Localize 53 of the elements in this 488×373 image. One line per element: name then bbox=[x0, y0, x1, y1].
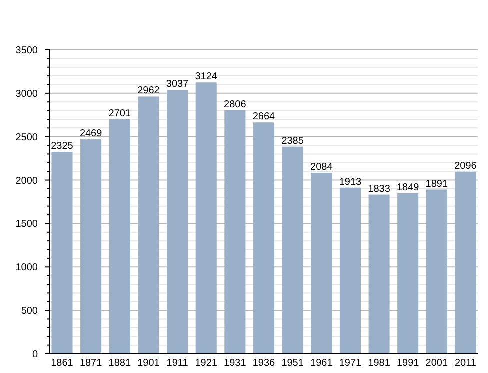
y-tick-label: 3000 bbox=[16, 88, 38, 100]
x-tick-label: 1861 bbox=[51, 358, 74, 369]
bar bbox=[253, 122, 275, 354]
x-tick-label: 1961 bbox=[310, 358, 334, 369]
x-tick-label: 1981 bbox=[368, 358, 391, 369]
bar bbox=[196, 82, 217, 354]
x-tick-label: 1911 bbox=[166, 358, 189, 369]
data-label: 2096 bbox=[454, 160, 478, 172]
x-tick-label: 1871 bbox=[80, 358, 103, 369]
data-label: 1891 bbox=[426, 178, 448, 190]
bar bbox=[109, 119, 130, 354]
data-label: 2469 bbox=[80, 128, 103, 140]
x-tick-label: 1921 bbox=[195, 358, 218, 369]
bar bbox=[282, 146, 304, 354]
data-label: 2664 bbox=[252, 112, 276, 123]
bar bbox=[224, 110, 246, 354]
x-tick-label: 1931 bbox=[224, 358, 247, 369]
data-label: 3124 bbox=[195, 72, 218, 83]
bar bbox=[340, 188, 361, 354]
bar bbox=[311, 172, 332, 354]
bar bbox=[398, 193, 419, 354]
bar bbox=[426, 190, 448, 354]
data-label: 2084 bbox=[310, 162, 334, 173]
x-tick-label: 1901 bbox=[138, 358, 160, 369]
data-label: 3037 bbox=[166, 79, 190, 90]
data-label: 2962 bbox=[138, 86, 160, 97]
bar bbox=[52, 152, 73, 354]
x-tick-label: 1951 bbox=[282, 358, 304, 369]
data-label: 2701 bbox=[108, 108, 132, 120]
y-tick-label: 1500 bbox=[16, 219, 38, 230]
bar bbox=[167, 90, 188, 354]
x-tick-label: 1936 bbox=[252, 358, 276, 369]
data-label: 2385 bbox=[282, 136, 304, 147]
bar bbox=[368, 194, 390, 354]
x-tick-label: 2001 bbox=[426, 358, 448, 369]
data-label: 1833 bbox=[368, 184, 391, 195]
data-label: 2806 bbox=[224, 99, 247, 110]
y-tick-label: 0 bbox=[32, 350, 38, 360]
x-tick-label: 2011 bbox=[454, 358, 477, 369]
x-tick-label: 1881 bbox=[108, 358, 132, 369]
data-label: 1849 bbox=[396, 182, 420, 194]
y-tick-label: 2000 bbox=[16, 176, 38, 187]
x-tick-label: 1971 bbox=[339, 358, 362, 369]
bar bbox=[138, 96, 160, 354]
y-tick-label: 3500 bbox=[16, 46, 38, 56]
bar bbox=[80, 140, 102, 354]
y-tick-label: 2500 bbox=[16, 132, 38, 144]
bar bbox=[455, 172, 476, 354]
data-label: 1913 bbox=[339, 176, 362, 188]
y-tick-label: 500 bbox=[21, 306, 38, 318]
x-tick-label: 1991 bbox=[396, 358, 420, 369]
data-label: 2325 bbox=[51, 141, 74, 152]
y-tick-label: 1000 bbox=[16, 262, 38, 274]
